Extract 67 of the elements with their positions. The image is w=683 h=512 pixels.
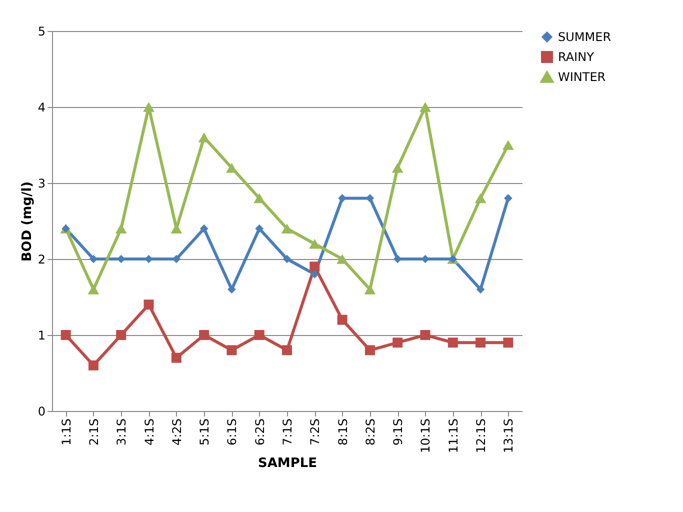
point — [502, 140, 514, 150]
x-tick-label: 10:1S — [418, 418, 433, 454]
point — [474, 193, 486, 204]
x-tick-label: 8:2S — [363, 418, 378, 446]
point — [226, 345, 237, 356]
x-tick-label: 2:1S — [86, 418, 101, 446]
y-tick-label: 5 — [38, 24, 46, 38]
point — [255, 224, 264, 233]
x-tick-label: 3:1S — [114, 418, 129, 446]
y-axis-title: BOD (mg/l) — [20, 181, 35, 262]
x-tick-label: 5:1S — [198, 418, 212, 446]
y-tick-label: 1 — [38, 328, 46, 342]
point — [198, 132, 210, 142]
point — [364, 284, 376, 294]
point — [476, 338, 486, 348]
point — [116, 330, 126, 340]
point — [308, 238, 320, 249]
point — [364, 345, 375, 356]
point — [338, 194, 346, 202]
point — [144, 300, 154, 310]
legend-label: SUMMER — [558, 30, 612, 44]
point — [254, 193, 266, 204]
x-tick-label: 12:1S — [474, 418, 488, 454]
point — [310, 262, 320, 272]
point — [226, 162, 238, 173]
x-tick-label: 11:1S — [446, 418, 460, 454]
x-tick-label: 1:1S — [59, 418, 74, 446]
point — [504, 194, 512, 202]
x-tick-label: 6:2S — [252, 418, 267, 446]
point — [392, 162, 404, 173]
x-tick-label: 4:1S — [142, 418, 156, 446]
x-tick-label: 7:2S — [308, 418, 322, 446]
x-tick-label: 6:1S — [225, 418, 240, 446]
legend-label: WINTER — [558, 70, 606, 84]
point — [420, 102, 431, 112]
point — [337, 314, 348, 325]
y-tick-label: 3 — [38, 176, 46, 190]
x-axis-title: SAMPLE — [258, 456, 318, 472]
point — [88, 284, 100, 294]
point — [503, 338, 514, 348]
point — [88, 360, 98, 370]
point — [199, 330, 210, 340]
y-tick-label: 2 — [38, 252, 46, 266]
point — [60, 330, 71, 340]
point — [143, 102, 154, 112]
x-tick-label: 7:1S — [280, 418, 294, 446]
point — [336, 254, 348, 264]
point — [171, 352, 182, 363]
x-tick-label: 4:2S — [170, 418, 184, 446]
x-tick-label: 9:1S — [391, 418, 406, 446]
point — [281, 224, 293, 234]
point — [420, 330, 430, 340]
y-tick-label: 4 — [38, 100, 46, 114]
x-tick-label: 8:1S — [336, 418, 350, 446]
point — [115, 224, 127, 234]
point — [310, 270, 319, 278]
legend-label: RAINY — [558, 50, 595, 64]
y-tick-label: 0 — [38, 404, 46, 418]
point — [282, 345, 292, 356]
point — [282, 254, 292, 264]
x-tick-label: 13:1S — [502, 418, 516, 454]
point — [448, 338, 458, 348]
point — [228, 285, 236, 294]
point — [476, 285, 485, 294]
point — [254, 330, 264, 340]
point — [200, 224, 208, 233]
point — [392, 338, 403, 348]
